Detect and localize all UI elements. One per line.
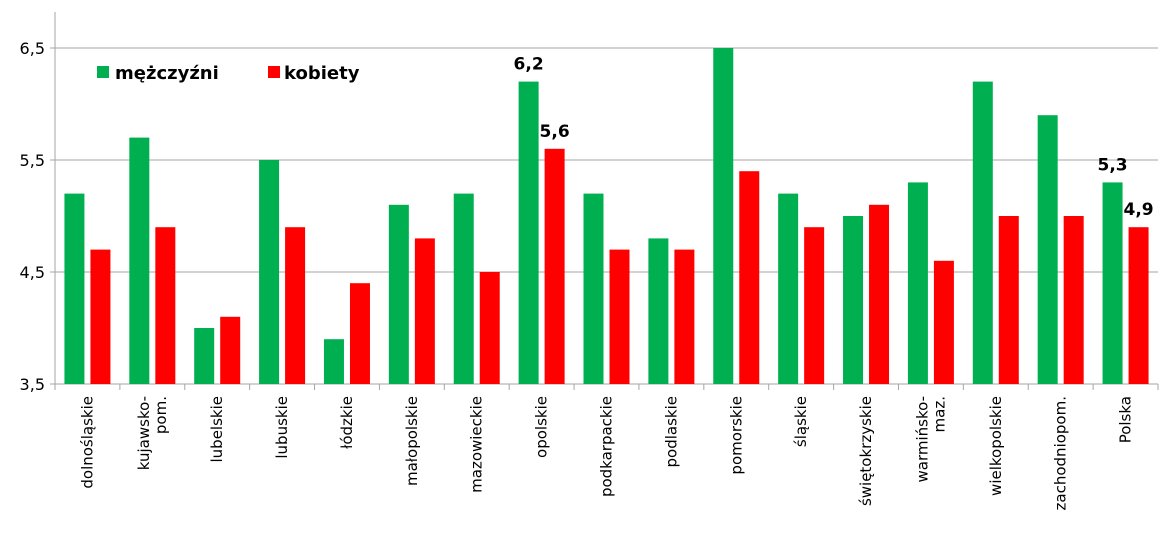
bar-men [1037,115,1058,384]
x-category-label: lubelskie [208,396,226,463]
data-labels: 6,2 5,6 5,3 4,9 [514,55,1154,221]
bar-men [583,193,604,384]
bar-men [1102,182,1123,384]
y-axis-tick-labels: 3,5 4,5 5,5 6,5 [20,39,45,394]
bar-women [869,204,890,384]
bar-men [518,81,539,384]
legend-background [78,52,378,86]
legend: mężczyźni kobiety [78,52,378,86]
data-label: 4,9 [1123,200,1153,220]
x-category-label: wielkopolskie [987,396,1005,496]
bar-men [843,216,864,384]
x-category-label: warmińsko- [913,396,931,482]
bars [64,48,1149,384]
bar-women [349,283,370,384]
x-category-label: lubuskie [273,396,291,459]
x-category-label: kujawsko- [135,396,153,470]
bar-men [453,193,474,384]
bar-women [998,216,1019,384]
bar-men [323,339,344,384]
bar-women [609,249,630,384]
bar-women [90,249,111,384]
x-category-label: pomorskie [727,396,745,475]
legend-label-women: kobiety [284,63,360,84]
bar-women [674,249,695,384]
x-axis-category-labels: dolnośląskie kujawsko-pom. lubelskie lubusk… [78,396,1134,510]
bar-men [64,193,85,384]
bar-women [479,272,500,384]
bar-men [778,193,799,384]
bar-women [155,227,176,384]
x-category-label: pom. [152,396,170,434]
bar-women [414,238,435,384]
legend-swatch-men [97,66,109,78]
data-label: 6,2 [514,55,544,75]
bar-men [388,204,409,384]
data-label: 5,6 [540,122,570,142]
legend-label-men: mężczyźni [115,63,219,84]
y-tick-label: 5,5 [20,151,45,170]
bar-women [220,316,241,384]
x-category-label: opolskie [533,396,551,458]
bar-women [285,227,306,384]
bar-women [1128,227,1149,384]
bar-men [259,160,280,384]
bar-men [713,48,734,384]
bar-men [194,328,215,384]
x-category-label: Polska [1117,396,1135,443]
data-label: 5,3 [1097,155,1127,175]
legend-swatch-women [268,66,280,78]
bar-men [907,182,928,384]
x-category-label: podlaskie [662,396,680,467]
bar-men [972,81,993,384]
x-category-label: dolnośląskie [78,396,96,489]
x-category-label: śląskie [792,396,810,447]
x-category-label: łódzkie [338,396,356,449]
bar-men [129,137,150,384]
x-category-label: maz. [930,396,948,432]
bar-women [544,148,565,384]
y-tick-label: 6,5 [20,39,45,58]
bar-women [804,227,825,384]
x-category-label: mazowieckie [468,396,486,493]
bar-men [648,238,669,384]
x-category-label: świętokrzyskie [857,396,875,506]
y-tick-label: 3,5 [20,375,45,394]
x-category-label: zachodniopom. [1052,396,1070,510]
x-category-label: podkarpackie [598,396,616,497]
bar-women [1063,216,1084,384]
bar-women [739,171,760,384]
bar-women [933,260,954,384]
y-tick-label: 4,5 [20,263,45,282]
x-category-label: małopolskie [403,396,421,486]
